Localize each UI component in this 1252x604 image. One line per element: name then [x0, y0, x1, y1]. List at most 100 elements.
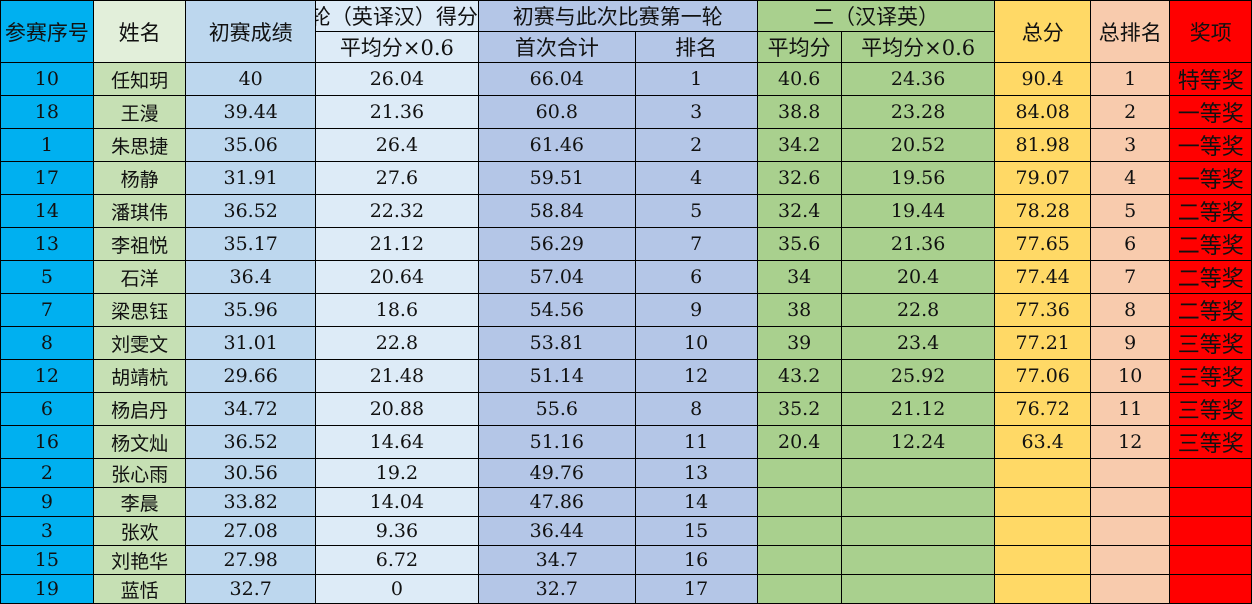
cell-round2-avg06[interactable]: 20.4 — [840, 260, 996, 294]
cell-name[interactable]: 石洋 — [92, 260, 187, 294]
cell-award[interactable] — [1169, 516, 1252, 546]
cell-name[interactable]: 李祖悦 — [92, 227, 187, 261]
cell-id[interactable]: 13 — [0, 227, 94, 261]
cell-combo-total[interactable]: 51.14 — [477, 359, 636, 393]
cell-round2-avg[interactable] — [756, 516, 842, 546]
cell-round2-avg06[interactable]: 19.44 — [840, 194, 996, 228]
cell-id[interactable]: 8 — [0, 326, 94, 360]
cell-combo-rank[interactable]: 5 — [634, 194, 758, 228]
cell-total[interactable] — [994, 516, 1091, 546]
cell-round2-avg[interactable]: 34 — [756, 260, 842, 294]
cell-total[interactable]: 77.06 — [994, 359, 1091, 393]
header-combo-total[interactable]: 首次合计 — [477, 31, 636, 63]
cell-round2-avg06[interactable]: 24.36 — [840, 62, 996, 96]
cell-award[interactable]: 二等奖 — [1169, 227, 1252, 261]
cell-id[interactable]: 10 — [0, 62, 94, 96]
cell-total-rank[interactable] — [1089, 574, 1171, 604]
header-round2-group[interactable]: 二（汉译英） — [756, 0, 996, 32]
cell-award[interactable]: 二等奖 — [1169, 293, 1252, 327]
cell-award[interactable]: 特等奖 — [1169, 62, 1252, 96]
cell-total-rank[interactable]: 4 — [1089, 161, 1171, 195]
cell-round2-avg06[interactable]: 22.8 — [840, 293, 996, 327]
cell-award[interactable]: 二等奖 — [1169, 260, 1252, 294]
cell-combo-total[interactable]: 36.44 — [477, 516, 636, 546]
cell-id[interactable]: 19 — [0, 574, 94, 604]
cell-prelim[interactable]: 30.56 — [185, 458, 316, 488]
cell-award[interactable]: 一等奖 — [1169, 95, 1252, 129]
cell-id[interactable]: 18 — [0, 95, 94, 129]
cell-award[interactable] — [1169, 574, 1252, 604]
cell-prelim[interactable]: 36.4 — [185, 260, 316, 294]
cell-round2-avg[interactable] — [756, 545, 842, 575]
cell-award[interactable] — [1169, 458, 1252, 488]
cell-total[interactable] — [994, 458, 1091, 488]
cell-round1-avg06[interactable]: 9.36 — [314, 516, 479, 546]
cell-round2-avg06[interactable]: 19.56 — [840, 161, 996, 195]
cell-prelim[interactable]: 32.7 — [185, 574, 316, 604]
cell-total-rank[interactable]: 10 — [1089, 359, 1171, 393]
cell-round2-avg[interactable]: 20.4 — [756, 425, 842, 459]
header-round1-avg06[interactable]: 平均分×0.6 — [314, 31, 479, 63]
cell-round2-avg[interactable]: 38 — [756, 293, 842, 327]
cell-combo-total[interactable]: 55.6 — [477, 392, 636, 426]
cell-prelim[interactable]: 35.96 — [185, 293, 316, 327]
cell-name[interactable]: 杨文灿 — [92, 425, 187, 459]
cell-round2-avg06[interactable]: 25.92 — [840, 359, 996, 393]
cell-id[interactable]: 1 — [0, 128, 94, 162]
cell-name[interactable]: 刘雯文 — [92, 326, 187, 360]
cell-total-rank[interactable]: 3 — [1089, 128, 1171, 162]
cell-award[interactable]: 三等奖 — [1169, 359, 1252, 393]
cell-total-rank[interactable]: 2 — [1089, 95, 1171, 129]
cell-combo-rank[interactable]: 13 — [634, 458, 758, 488]
cell-combo-rank[interactable]: 3 — [634, 95, 758, 129]
cell-prelim[interactable]: 36.52 — [185, 194, 316, 228]
cell-round1-avg06[interactable]: 6.72 — [314, 545, 479, 575]
cell-id[interactable]: 7 — [0, 293, 94, 327]
cell-total[interactable]: 76.72 — [994, 392, 1091, 426]
cell-round2-avg06[interactable]: 12.24 — [840, 425, 996, 459]
cell-name[interactable]: 梁思钰 — [92, 293, 187, 327]
cell-round2-avg[interactable]: 35.6 — [756, 227, 842, 261]
cell-combo-rank[interactable]: 7 — [634, 227, 758, 261]
cell-total-rank[interactable]: 11 — [1089, 392, 1171, 426]
cell-round1-avg06[interactable]: 26.04 — [314, 62, 479, 96]
cell-total-rank[interactable]: 9 — [1089, 326, 1171, 360]
cell-prelim[interactable]: 36.52 — [185, 425, 316, 459]
cell-combo-total[interactable]: 56.29 — [477, 227, 636, 261]
cell-round1-avg06[interactable]: 20.64 — [314, 260, 479, 294]
cell-total-rank[interactable]: 6 — [1089, 227, 1171, 261]
header-round2-avg[interactable]: 平均分 — [756, 31, 842, 63]
cell-total-rank[interactable]: 8 — [1089, 293, 1171, 327]
cell-name[interactable]: 张心雨 — [92, 458, 187, 488]
cell-round1-avg06[interactable]: 26.4 — [314, 128, 479, 162]
cell-name[interactable]: 任知玥 — [92, 62, 187, 96]
cell-total[interactable]: 77.36 — [994, 293, 1091, 327]
cell-round1-avg06[interactable]: 21.48 — [314, 359, 479, 393]
cell-combo-rank[interactable]: 11 — [634, 425, 758, 459]
cell-id[interactable]: 6 — [0, 392, 94, 426]
cell-total[interactable]: 78.28 — [994, 194, 1091, 228]
cell-name[interactable]: 潘琪伟 — [92, 194, 187, 228]
cell-combo-rank[interactable]: 15 — [634, 516, 758, 546]
header-combo-rank[interactable]: 排名 — [634, 31, 758, 63]
cell-total[interactable] — [994, 487, 1091, 517]
cell-round2-avg[interactable] — [756, 487, 842, 517]
header-round1-group[interactable]: 轮（英译汉）得分 — [314, 0, 479, 32]
cell-round2-avg06[interactable] — [840, 545, 996, 575]
cell-round1-avg06[interactable]: 14.64 — [314, 425, 479, 459]
cell-prelim[interactable]: 27.08 — [185, 516, 316, 546]
cell-combo-rank[interactable]: 9 — [634, 293, 758, 327]
cell-round1-avg06[interactable]: 22.32 — [314, 194, 479, 228]
cell-round1-avg06[interactable]: 21.12 — [314, 227, 479, 261]
cell-id[interactable]: 17 — [0, 161, 94, 195]
cell-award[interactable] — [1169, 545, 1252, 575]
cell-combo-total[interactable]: 51.16 — [477, 425, 636, 459]
header-total-rank[interactable]: 总排名 — [1089, 0, 1171, 63]
cell-combo-total[interactable]: 32.7 — [477, 574, 636, 604]
cell-combo-rank[interactable]: 10 — [634, 326, 758, 360]
cell-round1-avg06[interactable]: 0 — [314, 574, 479, 604]
cell-total[interactable] — [994, 574, 1091, 604]
cell-combo-total[interactable]: 49.76 — [477, 458, 636, 488]
cell-round1-avg06[interactable]: 18.6 — [314, 293, 479, 327]
cell-total-rank[interactable] — [1089, 545, 1171, 575]
